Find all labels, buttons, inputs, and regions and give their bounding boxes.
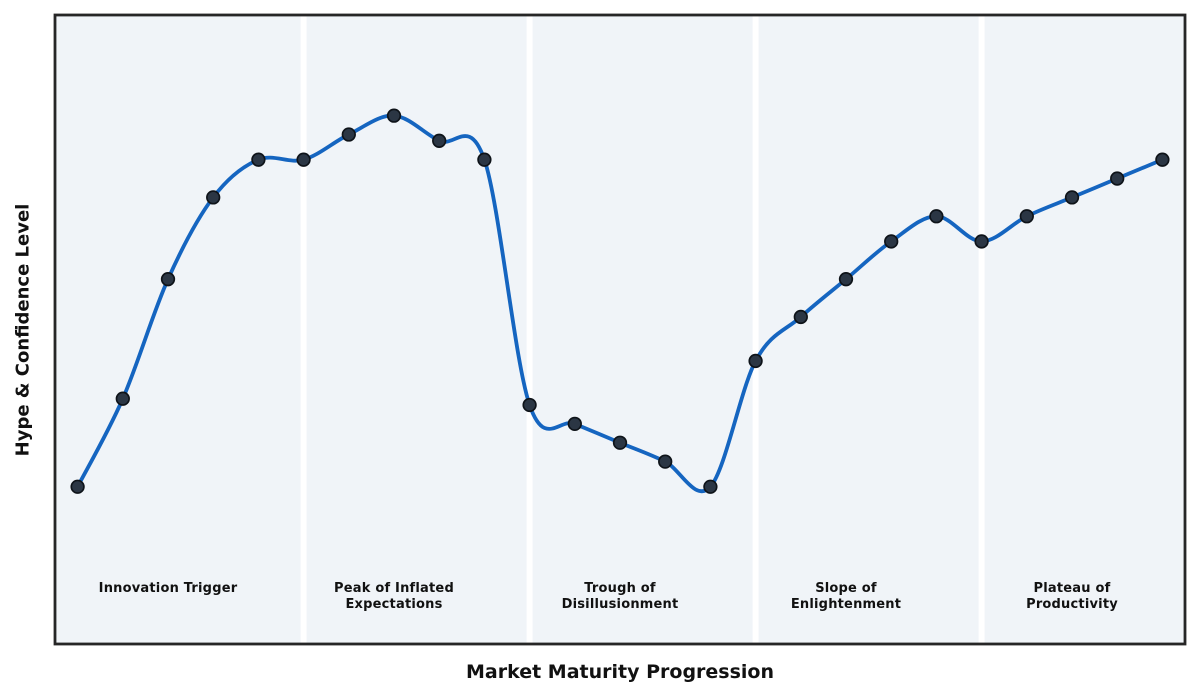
data-point-marker (296, 152, 311, 167)
data-point-marker (115, 391, 130, 406)
data-point-marker (251, 152, 266, 167)
data-point-marker (70, 479, 85, 494)
data-point-marker (1110, 171, 1125, 186)
phase-label-slope-of-enlightenment: Slope of Enlightenment (790, 581, 902, 612)
phase-label-peak-of-inflated-expectations: Peak of Inflated Expectations (334, 581, 454, 612)
plot-area (55, 15, 1185, 644)
data-point-marker (1155, 152, 1170, 167)
data-point-marker (1064, 190, 1080, 205)
hype-curve-line (75, 113, 1165, 494)
x-axis-label: Market Maturity Progression (465, 661, 775, 683)
data-point-marker (658, 454, 673, 469)
data-point-marker (884, 234, 899, 249)
data-point-marker (432, 133, 447, 148)
data-point-marker (477, 152, 492, 167)
data-point-marker (1019, 209, 1034, 224)
data-point-marker (748, 353, 763, 369)
plot-border (53, 13, 1187, 646)
data-point-marker (522, 397, 537, 413)
data-point-marker (206, 190, 221, 205)
phase-label-plateau-of-productivity: Plateau of Productivity (1026, 581, 1118, 612)
data-point-marker (386, 108, 402, 123)
data-point-marker (703, 479, 718, 494)
data-point-marker (838, 272, 854, 287)
y-axis-label: Hype & Confidence Level (12, 203, 34, 457)
data-point-marker (160, 272, 176, 287)
data-point-marker (612, 435, 628, 450)
data-point-marker (567, 416, 582, 432)
data-point-marker (929, 209, 944, 224)
phase-label-trough-of-disillusionment: Trough of Disillusionment (561, 581, 679, 612)
phase-label-innovation-trigger: Innovation Trigger (98, 581, 238, 596)
data-point-marker (974, 234, 989, 249)
data-point-marker (341, 127, 356, 142)
data-point-marker (793, 309, 808, 325)
